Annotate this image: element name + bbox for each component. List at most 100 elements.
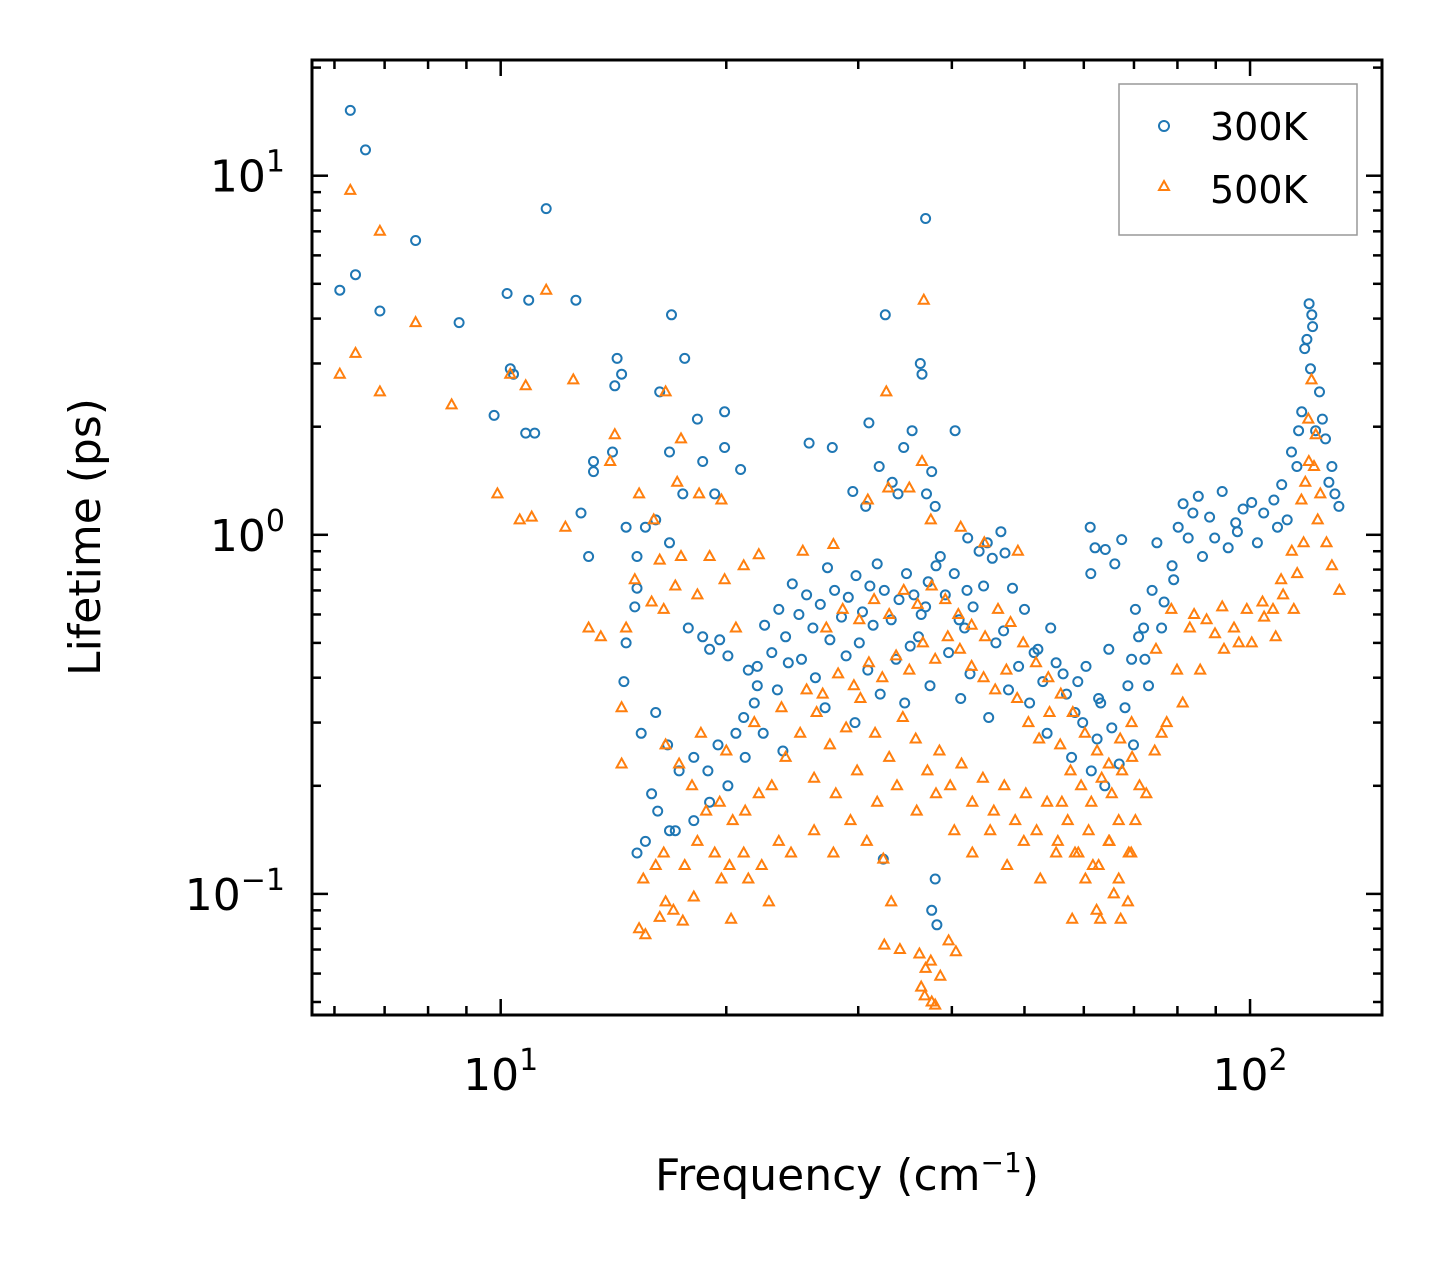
- point-300k-210: [1128, 739, 1139, 751]
- point-500k-62: [784, 845, 798, 858]
- point-500k-245: [829, 786, 843, 799]
- point-500k-39: [737, 558, 751, 571]
- point-300k-173: [809, 672, 821, 684]
- point-500k-115: [1215, 599, 1229, 612]
- point-300k-5: [410, 235, 422, 246]
- point-300k-61: [722, 780, 734, 792]
- point-300k-128: [1197, 551, 1208, 562]
- point-500k-56: [690, 833, 705, 846]
- point-500k-172: [1081, 823, 1096, 836]
- point-300k-163: [807, 622, 819, 634]
- point-300k-197: [849, 717, 861, 729]
- point-500k-255: [1017, 833, 1031, 846]
- point-500k-178: [793, 725, 807, 738]
- point-300k-17: [607, 446, 618, 458]
- point-300k-140: [986, 552, 998, 564]
- point-500k-241: [1102, 756, 1116, 769]
- point-300k-229: [1329, 488, 1341, 500]
- point-500k-25: [644, 594, 659, 607]
- point-500k-19: [674, 431, 688, 444]
- point-500k-126: [1313, 486, 1327, 499]
- point-500k-237: [1054, 686, 1068, 699]
- point-300k-39: [618, 676, 630, 688]
- point-500k-30: [594, 629, 608, 642]
- point-300k-219: [1095, 697, 1107, 709]
- point-500k-244: [807, 770, 821, 783]
- point-500k-88: [954, 519, 968, 532]
- point-500k-37: [717, 572, 732, 585]
- point-300k-89: [1099, 544, 1111, 555]
- point-500k-108: [1139, 786, 1153, 799]
- point-500k-230: [964, 617, 979, 630]
- point-300k-8: [523, 294, 535, 306]
- point-500k-248: [890, 778, 904, 791]
- point-500k-27: [619, 620, 633, 633]
- point-300k-187: [1119, 702, 1131, 714]
- point-300k-232: [1306, 309, 1318, 321]
- point-500k-98: [1107, 886, 1121, 899]
- point-300k-141: [978, 580, 990, 592]
- point-300k-209: [1113, 758, 1125, 770]
- point-500k-193: [999, 662, 1014, 675]
- point-500k-52: [636, 871, 650, 884]
- point-500k-181: [847, 678, 861, 691]
- point-300k-154: [871, 558, 883, 570]
- point-300k-201: [955, 693, 967, 704]
- point-300k-83: [931, 919, 943, 931]
- point-300k-0: [344, 104, 356, 116]
- point-500k-12: [513, 512, 527, 525]
- point-500k-120: [1274, 572, 1288, 585]
- point-300k-67: [860, 500, 872, 512]
- point-300k-80: [949, 425, 961, 437]
- point-500k-24: [628, 572, 642, 585]
- point-300k-104: [1216, 486, 1228, 497]
- point-500k-206: [765, 778, 779, 791]
- point-500k-110: [1154, 725, 1169, 738]
- point-500k-162: [976, 770, 990, 783]
- point-500k-160: [954, 756, 969, 769]
- point-500k-225: [897, 582, 911, 595]
- point-500k-159: [943, 778, 957, 791]
- point-500k-252: [965, 845, 979, 858]
- point-500k-253: [983, 823, 997, 836]
- point-300k-109: [1276, 479, 1288, 491]
- point-500k-186: [916, 635, 930, 648]
- point-500k-157: [920, 763, 935, 776]
- point-300k-199: [899, 697, 911, 709]
- point-500k-26: [657, 601, 671, 614]
- plot-frame: [310, 58, 1384, 1017]
- y-tick-label-2: 101: [210, 145, 285, 203]
- point-500k-14: [558, 519, 573, 532]
- point-500k-254: [1000, 857, 1014, 870]
- point-500k-135: [1287, 601, 1301, 614]
- point-300k-231: [1301, 333, 1313, 345]
- point-300k-110: [1286, 446, 1297, 458]
- point-500k-6: [444, 397, 459, 410]
- point-500k-185: [902, 662, 916, 675]
- point-500k-166: [1019, 786, 1033, 799]
- point-500k-118: [1255, 594, 1270, 607]
- point-500k-4: [373, 384, 387, 397]
- legend-frame: [1118, 83, 1358, 236]
- point-300k-107: [1258, 507, 1270, 519]
- point-500k-191: [976, 670, 991, 683]
- point-500k-42: [638, 927, 653, 940]
- point-500k-82: [879, 384, 893, 397]
- point-500k-129: [1332, 582, 1347, 595]
- point-300k-155: [864, 580, 876, 592]
- point-300k-152: [885, 614, 897, 626]
- point-300k-6: [453, 317, 465, 329]
- point-300k-166: [786, 578, 798, 590]
- point-500k-236: [1041, 670, 1055, 683]
- point-500k-31: [581, 620, 596, 633]
- point-300k-222: [999, 547, 1011, 559]
- point-500k-106: [1112, 813, 1126, 826]
- point-500k-189: [953, 641, 967, 654]
- point-300k-38: [620, 637, 632, 649]
- point-500k-49: [724, 911, 738, 924]
- point-500k-41: [632, 921, 646, 934]
- point-500k-77: [928, 997, 942, 1010]
- point-300k-43: [664, 537, 675, 549]
- point-300k-169: [766, 647, 778, 659]
- point-500k-8: [519, 378, 533, 391]
